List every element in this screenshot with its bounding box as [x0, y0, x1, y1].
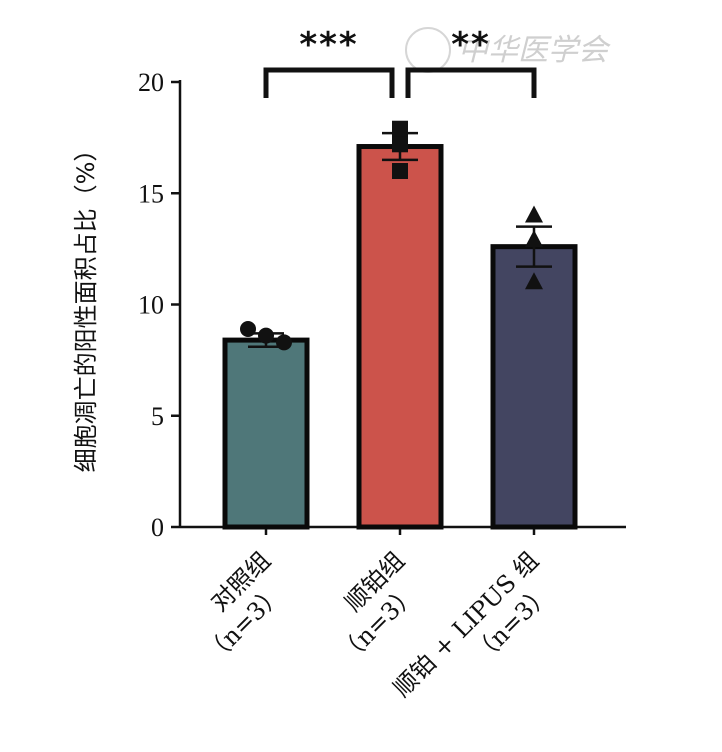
data-point-triangle — [525, 272, 543, 290]
y-axis-label: 细胞凋亡的阳性面积占比（%） — [72, 138, 100, 473]
bars — [222, 144, 578, 530]
significance-label: ** — [451, 25, 491, 65]
data-point-triangle — [525, 229, 543, 247]
bar — [222, 337, 310, 530]
significance-label: *** — [299, 25, 358, 65]
y-tick-label: 10 — [138, 291, 164, 320]
significance-bracket — [263, 67, 395, 98]
watermark: 中华医学会 — [405, 27, 611, 73]
significance-brackets: *** ** — [263, 25, 537, 98]
watermark-seal — [405, 27, 451, 73]
data-point-circle — [258, 327, 274, 344]
data-point-circle — [276, 334, 292, 351]
bar — [356, 144, 444, 530]
category-label: 对照组（n=3） — [199, 546, 289, 668]
significance-bracket — [405, 67, 537, 98]
watermark-text: 中华医学会 — [458, 33, 611, 68]
data-point-square — [392, 163, 408, 179]
data-point-triangle — [525, 205, 543, 223]
y-axis: 0 5 10 15 20 — [138, 68, 182, 542]
y-tick-label: 15 — [138, 179, 164, 208]
y-tick-label: 0 — [151, 513, 164, 542]
data-point-square — [392, 120, 408, 137]
data-point-square — [392, 136, 408, 153]
y-tick-label: 20 — [138, 68, 164, 97]
category-labels: 对照组（n=3） 顺铂组（n=3）顺铂 + LIPUS 组（n=3） — [199, 546, 557, 702]
category-label: 顺铂组（n=3） — [333, 546, 423, 668]
y-tick-label: 5 — [151, 402, 164, 431]
data-points — [240, 120, 543, 351]
category-label: 顺铂 + LIPUS 组（n=3） — [388, 546, 557, 702]
data-point-circle — [240, 320, 256, 337]
bar — [490, 244, 578, 530]
